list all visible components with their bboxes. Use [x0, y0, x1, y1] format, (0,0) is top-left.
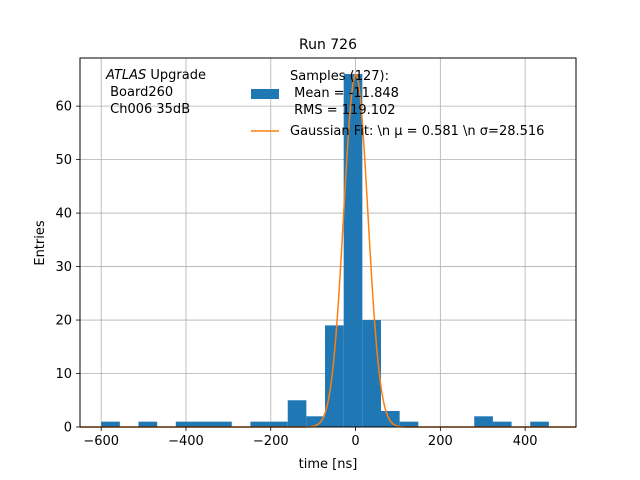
plot-area: −600 −400 −200 0 200 400 0 10 20 30 40 50 60: [55, 57, 577, 449]
x-axis-label: time [ns]: [299, 457, 358, 472]
y-tick-label: 50: [55, 153, 72, 168]
annotation-line-1: ATLAS Upgrade: [105, 68, 206, 83]
legend-histogram-swatch: [251, 89, 279, 99]
legend-fit-label: Gaussian Fit: \n μ = 0.581 \n σ=28.516: [290, 124, 544, 139]
histogram-bar: [250, 421, 288, 427]
y-tick-label: 30: [55, 260, 72, 275]
histogram-bar: [399, 421, 419, 427]
y-tick-label: 40: [55, 207, 72, 222]
y-axis-label: Entries: [33, 220, 48, 266]
legend: Samples (127): Mean = -11.848 RMS = 119.…: [251, 69, 544, 139]
legend-histogram-line-3: RMS = 119.102: [290, 103, 396, 118]
x-tick-label: 200: [428, 434, 453, 449]
annotation-line-3: Ch006 35dB: [106, 102, 190, 117]
legend-histogram-line-1: Samples (127):: [290, 69, 389, 84]
y-tick-label: 60: [55, 100, 72, 115]
histogram-bar: [138, 421, 158, 427]
x-tick-label: −200: [253, 434, 289, 449]
atlas-annotation: ATLAS Upgrade Board260 Ch006 35dB: [105, 68, 206, 117]
annotation-line-2: Board260: [106, 85, 173, 100]
x-axis-ticks: −600 −400 −200 0 200 400: [83, 427, 538, 449]
x-tick-label: 400: [513, 434, 538, 449]
histogram-bar: [380, 410, 400, 427]
y-tick-label: 0: [64, 421, 72, 436]
legend-histogram-line-2: Mean = -11.848: [290, 86, 399, 101]
histogram-bar: [343, 74, 363, 427]
chart-title: Run 726: [299, 37, 357, 53]
y-tick-label: 20: [55, 314, 72, 329]
histogram-bar: [362, 320, 381, 427]
histogram-bars: [101, 74, 549, 427]
x-tick-label: −600: [83, 434, 119, 449]
annotation-rest: Upgrade: [146, 68, 206, 83]
histogram-bar: [101, 421, 120, 427]
x-tick-label: 0: [351, 434, 359, 449]
histogram-bar: [306, 416, 326, 427]
histogram-bar: [530, 421, 549, 427]
axes-frame: [79, 57, 577, 428]
histogram-bar: [287, 400, 307, 427]
histogram-bar: [492, 421, 512, 427]
histogram-bar: [474, 416, 493, 427]
histogram-bar: [325, 325, 344, 427]
y-axis-ticks: 0 10 20 30 40 50 60: [55, 100, 80, 436]
annotation-italic: ATLAS: [105, 68, 146, 83]
histogram-bar: [175, 421, 232, 427]
x-tick-label: −400: [168, 434, 204, 449]
y-tick-label: 10: [55, 367, 72, 382]
